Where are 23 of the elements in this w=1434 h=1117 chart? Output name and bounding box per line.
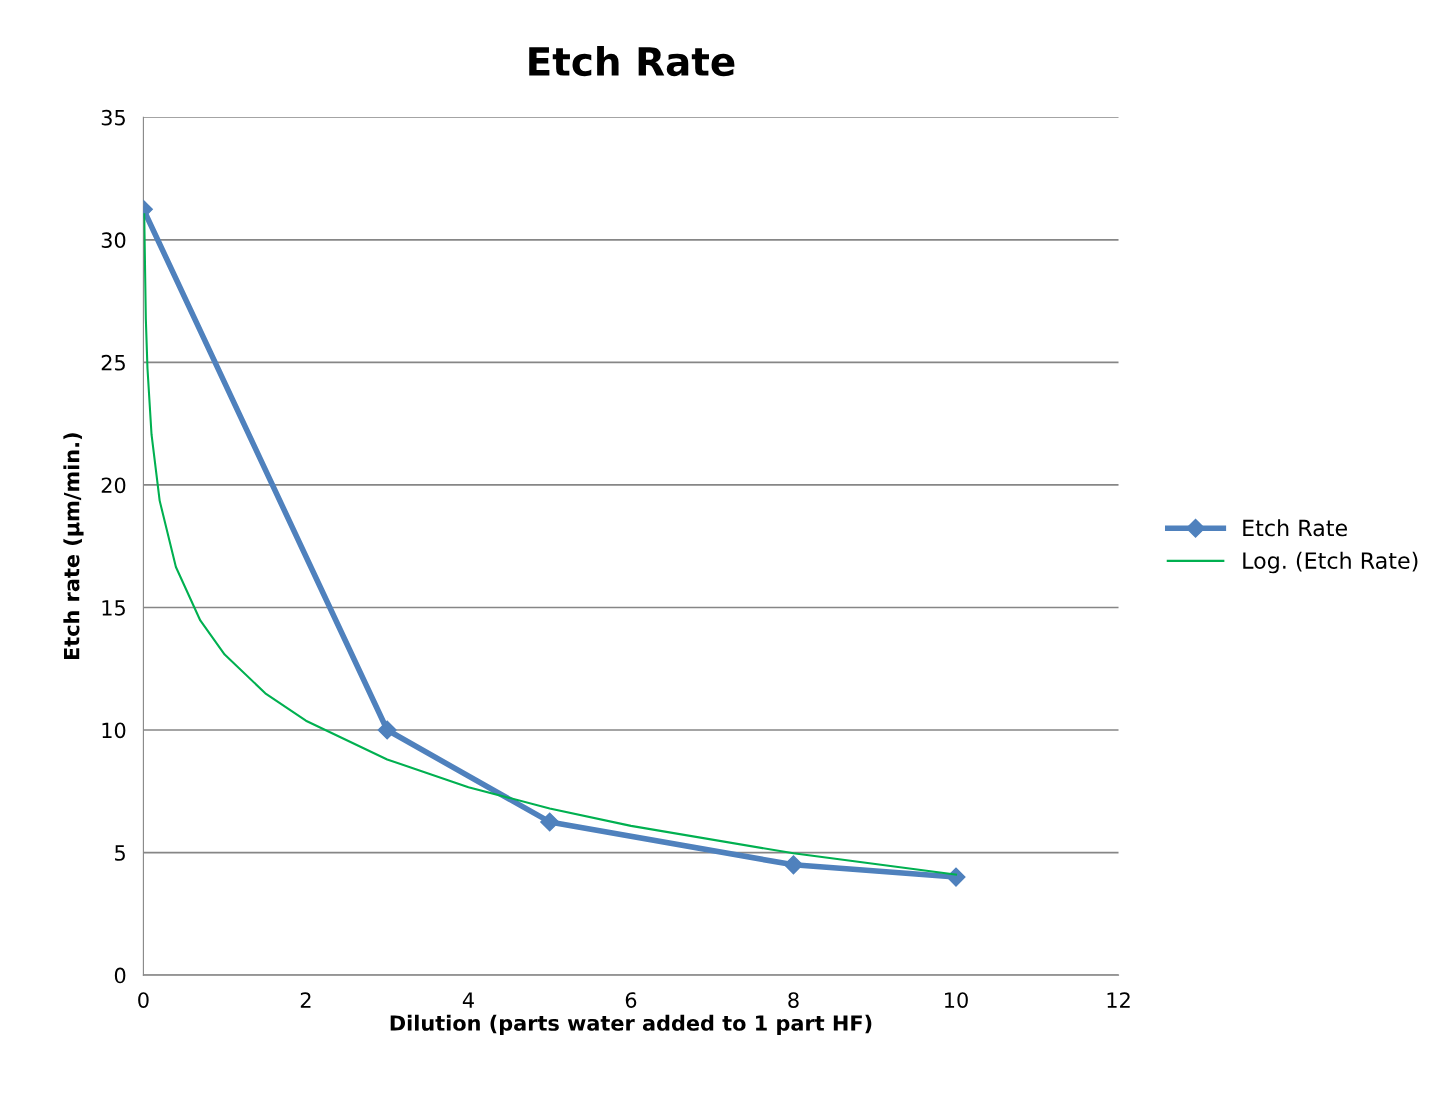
y-tick-label: 20 <box>101 477 126 494</box>
x-tick-label: 6 <box>625 992 637 1008</box>
y-tick-label: 10 <box>102 722 126 739</box>
y-tick-label: 35 <box>101 109 125 126</box>
x-tick-label: 12 <box>1107 992 1130 1008</box>
point <box>540 812 560 832</box>
y-tick-label: 15 <box>102 600 125 616</box>
legend-label: Log. (Etch Rate) <box>1243 551 1418 574</box>
x-tick-label: 8 <box>788 992 799 1008</box>
x-axis-title: Dilution (parts water added to 1 part HF) <box>390 1014 872 1035</box>
x-tick-label: 4 <box>462 992 474 1008</box>
point <box>377 720 397 740</box>
x-tick-label: 10 <box>945 992 968 1008</box>
point <box>783 855 804 875</box>
x-tick-label: 0 <box>138 992 149 1008</box>
y-tick-label: 30 <box>101 232 126 249</box>
chart-title: Etch Rate <box>529 46 735 77</box>
y-tick-label: 25 <box>101 354 125 371</box>
y-axis-title: Etch rate (µm/min.) <box>63 433 84 660</box>
y-tick-label: 5 <box>115 845 125 861</box>
x-tick-label: 2 <box>300 992 311 1008</box>
legend-label: Etch Rate <box>1243 519 1347 537</box>
y-tick-label: 0 <box>114 967 126 984</box>
